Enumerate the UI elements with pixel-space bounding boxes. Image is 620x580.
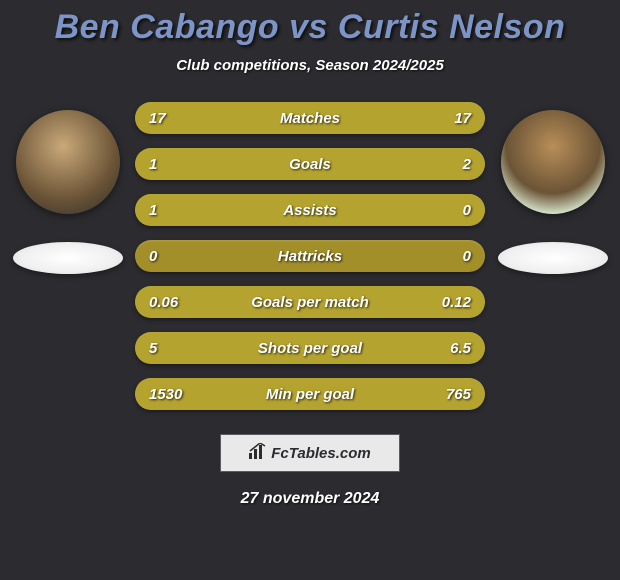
avatar-left (16, 110, 120, 214)
brand-text: FcTables.com (271, 445, 370, 462)
stat-value-left: 0.06 (149, 294, 189, 311)
stat-value-left: 5 (149, 340, 189, 357)
right-side (495, 102, 610, 274)
stat-label: Shots per goal (258, 340, 362, 357)
stat-value-right: 6.5 (431, 340, 471, 357)
stat-label: Matches (280, 110, 340, 127)
stat-label: Goals (289, 156, 331, 173)
stat-row: 0.06 Goals per match 0.12 (135, 286, 485, 318)
content-row: 17 Matches 17 1 Goals 2 1 Assists 0 0 Hattricks 0 0.… (0, 102, 620, 410)
stat-row: 0 Hattricks 0 (135, 240, 485, 272)
club-badge-left (13, 242, 123, 274)
stat-label: Hattricks (278, 248, 342, 265)
stat-value-right: 0.12 (431, 294, 471, 311)
avatar-right (501, 110, 605, 214)
stat-value-right: 0 (431, 248, 471, 265)
comparison-card: Ben Cabango vs Curtis Nelson Club compet… (0, 0, 620, 580)
stat-value-right: 765 (431, 386, 471, 403)
stat-value-left: 0 (149, 248, 189, 265)
stat-row: 1 Goals 2 (135, 148, 485, 180)
stat-row: 5 Shots per goal 6.5 (135, 332, 485, 364)
stat-row: 1 Assists 0 (135, 194, 485, 226)
left-side (10, 102, 125, 274)
stat-row: 1530 Min per goal 765 (135, 378, 485, 410)
stat-label: Goals per match (251, 294, 369, 311)
brand-badge[interactable]: FcTables.com (220, 434, 400, 472)
stat-value-right: 17 (431, 110, 471, 127)
stat-row: 17 Matches 17 (135, 102, 485, 134)
stats-column: 17 Matches 17 1 Goals 2 1 Assists 0 0 Hattricks 0 0.… (135, 102, 485, 410)
club-badge-right (498, 242, 608, 274)
stat-value-left: 17 (149, 110, 189, 127)
stat-value-left: 1 (149, 156, 189, 173)
date-label: 27 november 2024 (0, 490, 620, 508)
stat-value-left: 1 (149, 202, 189, 219)
stat-label: Assists (283, 202, 336, 219)
stat-value-right: 0 (431, 202, 471, 219)
stat-value-right: 2 (431, 156, 471, 173)
stat-value-left: 1530 (149, 386, 189, 403)
stat-label: Min per goal (266, 386, 354, 403)
page-title: Ben Cabango vs Curtis Nelson (0, 8, 620, 47)
chart-icon (249, 443, 267, 464)
subtitle: Club competitions, Season 2024/2025 (0, 57, 620, 74)
